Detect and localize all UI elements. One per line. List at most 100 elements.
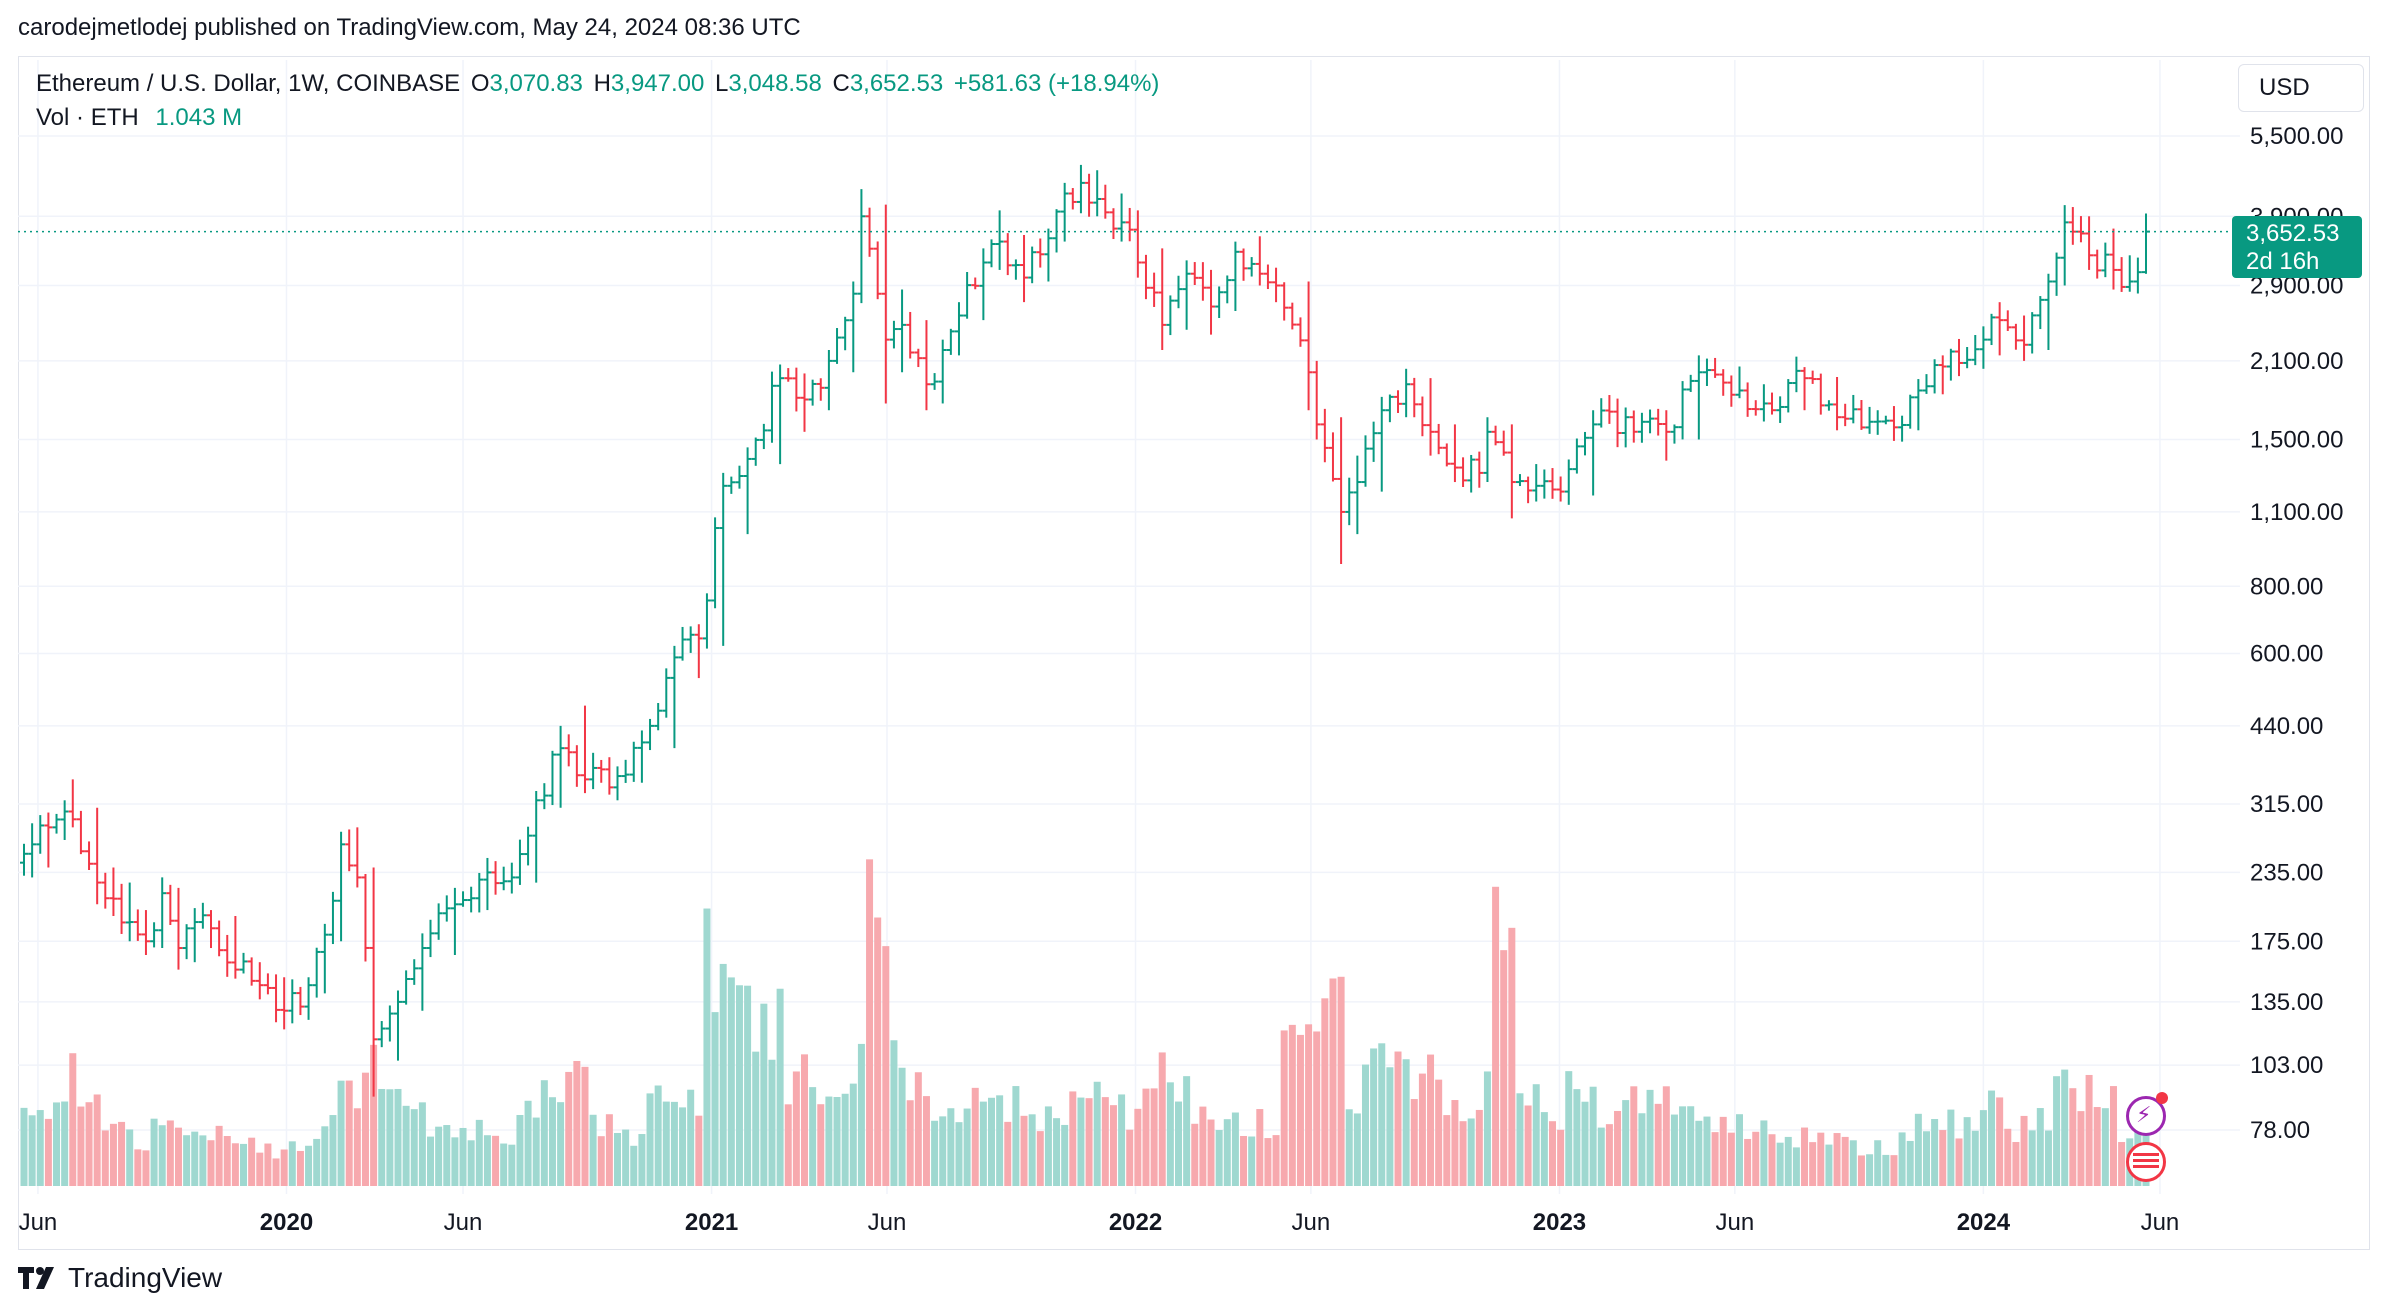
volume-bar xyxy=(792,1071,800,1186)
ohlc-legend: Ethereum / U.S. Dollar, 1W, COINBASE O3,… xyxy=(36,70,1163,98)
volume-bar xyxy=(28,1115,36,1186)
volume-bar xyxy=(882,946,890,1186)
time-tick-label: Jun xyxy=(19,1209,58,1236)
volume-bar xyxy=(1337,976,1345,1186)
volume-bar xyxy=(20,1107,28,1186)
volume-bar xyxy=(1833,1133,1841,1186)
price-tick-label: 235.00 xyxy=(2250,859,2323,886)
volume-bar xyxy=(1711,1132,1719,1186)
price-candles xyxy=(20,164,2150,1097)
time-tick-label: Jun xyxy=(1715,1209,1754,1236)
currency-button[interactable]: USD xyxy=(2238,64,2364,112)
volume-bar xyxy=(1988,1090,1996,1186)
volume-bar xyxy=(1272,1135,1280,1186)
price-tick-label: 315.00 xyxy=(2250,791,2323,818)
volume-bar xyxy=(1801,1127,1809,1186)
volume-bar xyxy=(1150,1088,1158,1186)
volume-bar xyxy=(1296,1034,1304,1186)
volume-bar xyxy=(1215,1130,1223,1186)
volume-bar xyxy=(443,1125,451,1186)
volume-bar xyxy=(2085,1074,2093,1186)
volume-value: 1.043 M xyxy=(155,104,243,131)
volume-bar xyxy=(687,1089,695,1186)
volume-bar xyxy=(1191,1123,1199,1186)
volume-bar xyxy=(1768,1134,1776,1186)
volume-bar xyxy=(1679,1106,1687,1186)
volume-bar xyxy=(1386,1067,1394,1186)
volume-bar xyxy=(361,1072,369,1186)
volume-bar xyxy=(53,1102,61,1186)
volume-bar xyxy=(1931,1119,1939,1186)
volume-bar xyxy=(833,1096,841,1186)
bar-countdown: 2d 16h xyxy=(2246,248,2320,275)
volume-bar xyxy=(435,1126,443,1186)
volume-bar xyxy=(1134,1108,1142,1186)
volume-bar xyxy=(1321,998,1329,1186)
volume-bar xyxy=(215,1125,223,1186)
volume-bar xyxy=(427,1136,435,1186)
volume-bar xyxy=(1906,1140,1914,1186)
volume-bar xyxy=(1857,1155,1865,1186)
last-price-value: 3,652.53 xyxy=(2246,220,2340,247)
volume-bar xyxy=(931,1120,939,1186)
volume-bar xyxy=(776,988,784,1186)
volume-bar xyxy=(394,1088,402,1186)
us-flag-icon[interactable] xyxy=(2126,1142,2166,1182)
volume-bar xyxy=(1687,1106,1695,1186)
price-tick-label: 1,100.00 xyxy=(2250,499,2343,526)
volume-bar xyxy=(679,1107,687,1186)
volume-bar xyxy=(1565,1071,1573,1186)
volume-bar xyxy=(890,1040,898,1186)
volume-bar xyxy=(1004,1121,1012,1186)
lightning-icon[interactable] xyxy=(2126,1096,2166,1136)
volume-bar xyxy=(1053,1118,1061,1186)
volume-bar xyxy=(1231,1112,1239,1186)
volume-bar xyxy=(1435,1079,1443,1186)
volume-bar xyxy=(1427,1054,1435,1186)
volume-bar xyxy=(1492,886,1500,1186)
volume-bar xyxy=(630,1145,638,1186)
volume-bar xyxy=(2077,1111,2085,1186)
volume-bar xyxy=(1996,1097,2004,1186)
volume-bar xyxy=(1483,1071,1491,1186)
volume-bar xyxy=(1825,1144,1833,1186)
volume-bar xyxy=(1630,1086,1638,1186)
volume-bar xyxy=(1597,1127,1605,1186)
volume-bar xyxy=(1971,1130,1979,1186)
time-tick-label: 2023 xyxy=(1533,1209,1586,1236)
volume-bar xyxy=(906,1100,914,1186)
time-tick-label: Jun xyxy=(1292,1209,1331,1236)
volume-bar xyxy=(1524,1105,1532,1186)
volume-bar xyxy=(1817,1132,1825,1186)
volume-bar xyxy=(1914,1113,1922,1186)
time-tick-label: Jun xyxy=(2141,1209,2180,1236)
volume-bar xyxy=(142,1150,150,1186)
volume-bar xyxy=(1605,1124,1613,1186)
volume-bar xyxy=(752,1051,760,1186)
volume-label: Vol · ETH xyxy=(36,104,139,131)
volume-bar xyxy=(191,1131,199,1186)
price-tick-label: 135.00 xyxy=(2250,989,2323,1016)
volume-bar xyxy=(1670,1114,1678,1186)
volume-bar xyxy=(109,1123,117,1186)
volume-bar xyxy=(524,1100,532,1186)
volume-bar xyxy=(93,1094,101,1186)
footer-brand[interactable]: TradingView xyxy=(18,1262,222,1294)
volume-bar xyxy=(516,1114,524,1186)
publisher-header: carodejmetlodej published on TradingView… xyxy=(18,14,801,41)
volume-bar xyxy=(1508,927,1516,1186)
volume-bar xyxy=(1288,1024,1296,1186)
price-tick-label: 103.00 xyxy=(2250,1052,2323,1079)
volume-bar xyxy=(199,1135,207,1186)
volume-bar xyxy=(1044,1106,1052,1186)
volume-bar xyxy=(1264,1138,1272,1186)
notification-dot xyxy=(2156,1092,2168,1104)
volume-bar xyxy=(744,985,752,1186)
volume-bar xyxy=(1248,1136,1256,1186)
volume-bar xyxy=(1955,1138,1963,1186)
volume-bar xyxy=(1532,1084,1540,1186)
volume-bar xyxy=(1516,1093,1524,1186)
volume-bar xyxy=(825,1096,833,1186)
volume-bar xyxy=(532,1117,540,1186)
